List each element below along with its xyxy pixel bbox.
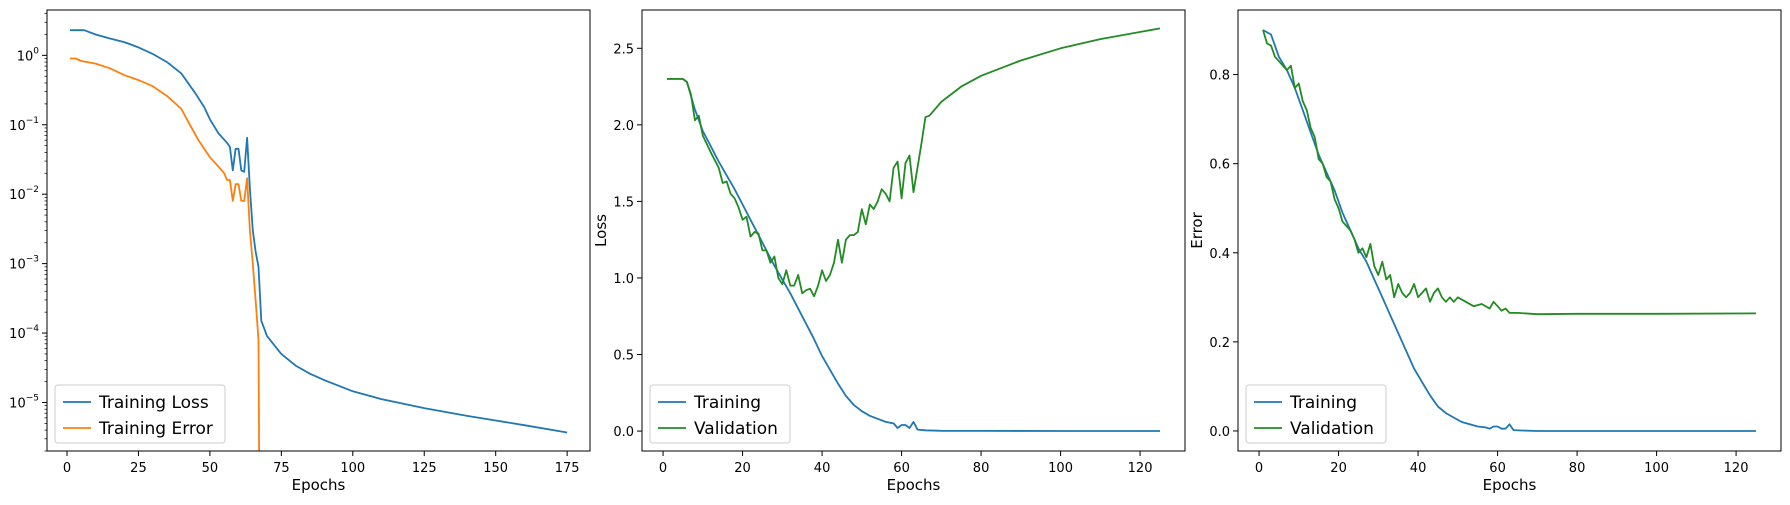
y-tick-label: 1.5 (613, 195, 634, 210)
x-axis-label: Epochs (1483, 476, 1537, 494)
y-tick-label: 0.4 (1209, 247, 1230, 262)
y-tick-base: 10 (17, 49, 34, 64)
x-tick-label: 120 (1724, 461, 1749, 476)
y-tick-exponent: −1 (26, 116, 39, 126)
y-tick-label: 1.0 (613, 272, 634, 287)
y-tick-label: 100 (17, 46, 40, 64)
x-tick-label: 0 (1255, 461, 1263, 476)
x-tick-label: 40 (814, 461, 831, 476)
legend-label: Training (693, 393, 761, 413)
y-tick-exponent: −2 (26, 185, 39, 195)
y-tick-base: 10 (9, 119, 26, 134)
x-tick-label: 40 (1410, 461, 1427, 476)
y-tick-label: 10−3 (9, 255, 39, 273)
y-tick-base: 10 (9, 258, 26, 273)
x-tick-label: 100 (340, 461, 365, 476)
y-tick-label: 0.6 (1209, 158, 1230, 173)
x-tick-label: 100 (1644, 461, 1669, 476)
y-tick-label: 0.5 (613, 349, 634, 364)
y-tick-label: 0.0 (1209, 425, 1230, 440)
chart-panel-2: 0 20 40 60 80 100 120 0.0 0.5 1.0 1.5 2.0 2.5 Epochs L… (592, 9, 1186, 494)
series-line-training-loss (69, 29, 568, 434)
y-tick-exponent: −4 (26, 324, 40, 334)
y-tick-label: 0.8 (1209, 69, 1230, 84)
y-tick-label: 10−1 (9, 116, 39, 134)
x-tick-label: 60 (1489, 461, 1506, 476)
x-tick-label: 50 (202, 461, 219, 476)
x-axis-label: Epochs (887, 476, 941, 494)
x-tick-label: 100 (1048, 461, 1073, 476)
legend-label: Training Error (98, 419, 213, 439)
y-tick-exponent: −3 (26, 255, 39, 265)
x-tick-label: 20 (734, 461, 751, 476)
series-line-training-error (69, 57, 260, 451)
x-tick-label: 175 (555, 461, 580, 476)
x-tick-label: 80 (973, 461, 990, 476)
series-line-validation (1262, 29, 1757, 316)
x-tick-label: 0 (659, 461, 667, 476)
plot-frame (641, 9, 1186, 452)
plot-frame (1237, 9, 1782, 452)
y-tick-base: 10 (9, 188, 26, 203)
chart-panel-1: 0 25 50 75 100 125 150 17510−510−410−310−210−11… (9, 9, 591, 494)
x-tick-label: 125 (412, 461, 437, 476)
x-tick-label: 0 (63, 461, 71, 476)
legend-box (54, 384, 226, 444)
series-line-validation (667, 27, 1161, 298)
y-tick-label: 10−5 (9, 393, 39, 411)
x-tick-label: 150 (483, 461, 508, 476)
x-tick-label: 20 (1330, 461, 1347, 476)
y-axis-label: Error (1188, 211, 1206, 248)
legend-label: Training Loss (98, 393, 209, 413)
y-tick-exponent: 0 (33, 46, 39, 56)
y-tick-label: 0.0 (613, 425, 634, 440)
plot-frame (46, 9, 591, 452)
y-tick-base: 10 (9, 396, 26, 411)
legend-label: Validation (694, 419, 778, 439)
legend-label: Validation (1290, 419, 1374, 439)
y-tick-label: 10−2 (9, 185, 39, 203)
x-tick-label: 60 (893, 461, 910, 476)
y-tick-label: 2.0 (613, 119, 634, 134)
x-tick-label: 120 (1128, 461, 1153, 476)
x-tick-label: 75 (273, 461, 290, 476)
y-tick-label: 2.5 (613, 42, 634, 57)
x-tick-label: 80 (1569, 461, 1586, 476)
series-line-training (1262, 29, 1756, 432)
y-tick-label: 10−4 (9, 324, 39, 342)
chart-panel-3: 0 20 40 60 80 100 120 0.0 0.2 0.4 0.6 0.8 Epochs Erro… (1188, 9, 1782, 494)
series-line-training (667, 78, 1160, 432)
y-tick-label: 0.2 (1209, 336, 1230, 351)
x-axis-label: Epochs (292, 476, 346, 494)
x-tick-label: 25 (130, 461, 147, 476)
y-axis-label: Loss (592, 214, 610, 247)
y-tick-exponent: −5 (26, 393, 39, 403)
legend-label: Training (1289, 393, 1357, 413)
y-tick-base: 10 (9, 327, 26, 342)
